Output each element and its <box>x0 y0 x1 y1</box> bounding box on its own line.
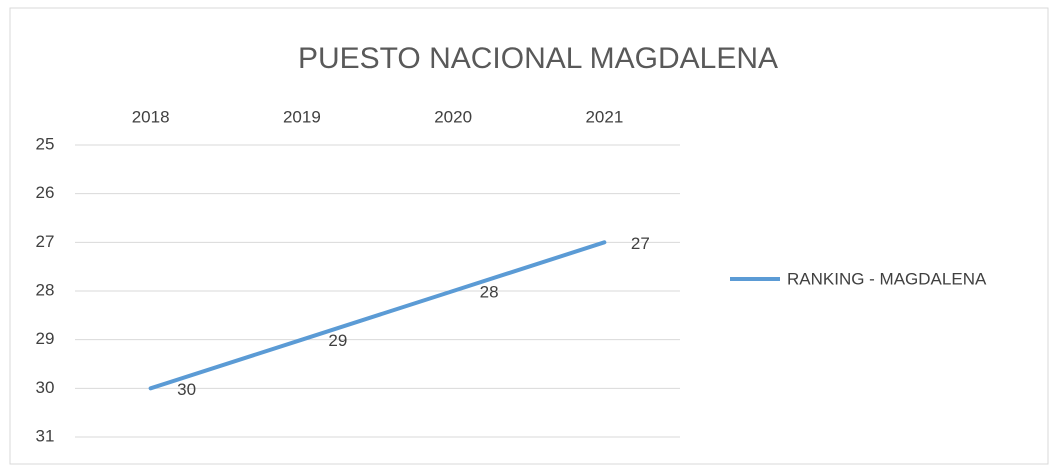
chart-title: PUESTO NACIONAL MAGDALENA <box>298 42 778 75</box>
x-tick-label: 2020 <box>434 107 472 126</box>
y-tick-label: 29 <box>36 329 55 348</box>
y-tick-label: 30 <box>36 378 55 397</box>
y-tick-label: 27 <box>36 232 55 251</box>
x-tick-label: 2019 <box>283 107 321 126</box>
y-tick-label: 28 <box>36 280 55 299</box>
chart-border <box>9 7 1049 465</box>
y-tick-label: 31 <box>36 426 55 445</box>
legend-label: RANKING - MAGDALENA <box>787 269 987 288</box>
x-tick-label: 2018 <box>132 107 170 126</box>
data-label: 28 <box>480 282 499 301</box>
data-label: 27 <box>631 234 650 253</box>
data-label: 29 <box>328 331 347 350</box>
y-tick-label: 26 <box>36 183 55 202</box>
x-tick-label: 2021 <box>585 107 623 126</box>
series-line <box>148 240 607 391</box>
data-label: 30 <box>177 380 196 399</box>
y-tick-label: 25 <box>36 134 55 153</box>
